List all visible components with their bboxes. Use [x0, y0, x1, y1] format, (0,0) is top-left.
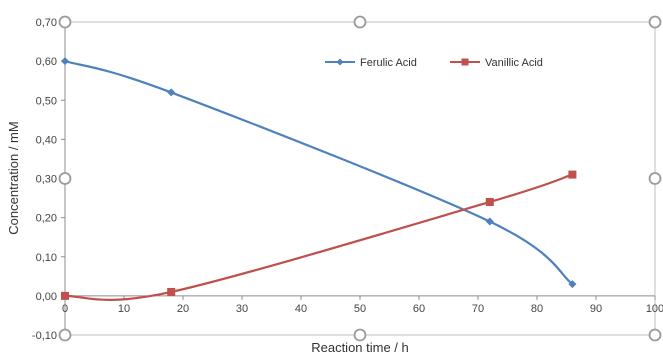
data-point-ferulic-acid: [485, 217, 494, 226]
x-tick-label: 90: [590, 303, 602, 315]
x-tick-label: 100: [646, 303, 663, 315]
data-point-ferulic-acid: [167, 88, 176, 97]
y-tick-label: 0,70: [36, 17, 57, 29]
y-tick-label: 0,50: [36, 95, 57, 107]
resize-handle[interactable]: [58, 15, 72, 29]
data-point-vanillic-acid: [61, 291, 69, 300]
legend-label-ferulic-acid: Ferulic Acid: [360, 57, 417, 69]
series-line-ferulic-acid: [64, 60, 574, 286]
resize-handle[interactable]: [58, 172, 72, 185]
y-tick-label: 0,30: [36, 174, 57, 186]
resize-handle[interactable]: [648, 15, 662, 29]
resize-handle[interactable]: [353, 15, 367, 29]
y-tick-label: 0,60: [36, 56, 57, 68]
x-tick-label: 50: [354, 303, 366, 315]
resize-handle[interactable]: [648, 328, 662, 342]
legend: Ferulic Acid Vanillic Acid: [325, 57, 543, 69]
y-axis-title: Concentration / mM: [6, 121, 21, 234]
data-point-ferulic-acid: [568, 280, 577, 289]
data-point-vanillic-acid: [485, 197, 494, 206]
x-axis-ticks: 0 10 20 30 40 50 60 70 80 90 100: [62, 295, 663, 315]
y-tick-label: 0,00: [36, 291, 57, 303]
data-point-vanillic-acid: [167, 287, 176, 296]
x-tick-label: 10: [118, 303, 130, 315]
legend-marker-vanillic-acid: [461, 58, 469, 66]
series-line-vanillic-acid: [64, 173, 573, 301]
resize-handle[interactable]: [58, 328, 72, 342]
x-axis-title: Reaction time / h: [311, 340, 409, 354]
data-point-vanillic-acid: [568, 170, 577, 179]
y-tick-label: -0,10: [32, 330, 57, 342]
data-point-ferulic-acid: [61, 57, 69, 66]
series-layer: [61, 57, 577, 301]
x-tick-label: 30: [236, 303, 248, 315]
x-tick-label: 70: [472, 303, 484, 315]
x-tick-label: 40: [295, 303, 307, 315]
y-tick-label: 0,40: [36, 134, 57, 146]
legend-marker-ferulic-acid: [336, 58, 344, 66]
y-tick-label: 0,10: [36, 252, 57, 264]
x-tick-label: 20: [177, 303, 189, 315]
resize-handle[interactable]: [648, 172, 662, 185]
y-tick-label: 0,20: [36, 213, 57, 225]
legend-label-vanillic-acid: Vanillic Acid: [485, 57, 543, 69]
x-tick-label: 0: [62, 303, 68, 315]
x-tick-label: 80: [531, 303, 543, 315]
selection-handles[interactable]: [58, 15, 662, 342]
x-tick-label: 60: [413, 303, 425, 315]
resize-handle[interactable]: [353, 328, 367, 342]
